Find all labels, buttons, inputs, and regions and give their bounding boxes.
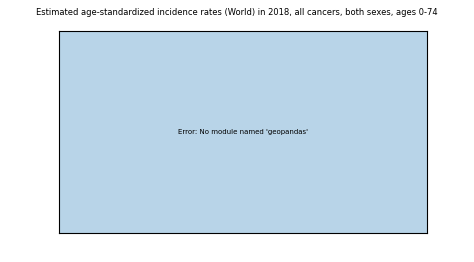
Text: Estimated age-standardized incidence rates (World) in 2018, all cancers, both se: Estimated age-standardized incidence rat… — [36, 8, 438, 17]
Text: Error: No module named 'geopandas': Error: No module named 'geopandas' — [178, 129, 308, 135]
